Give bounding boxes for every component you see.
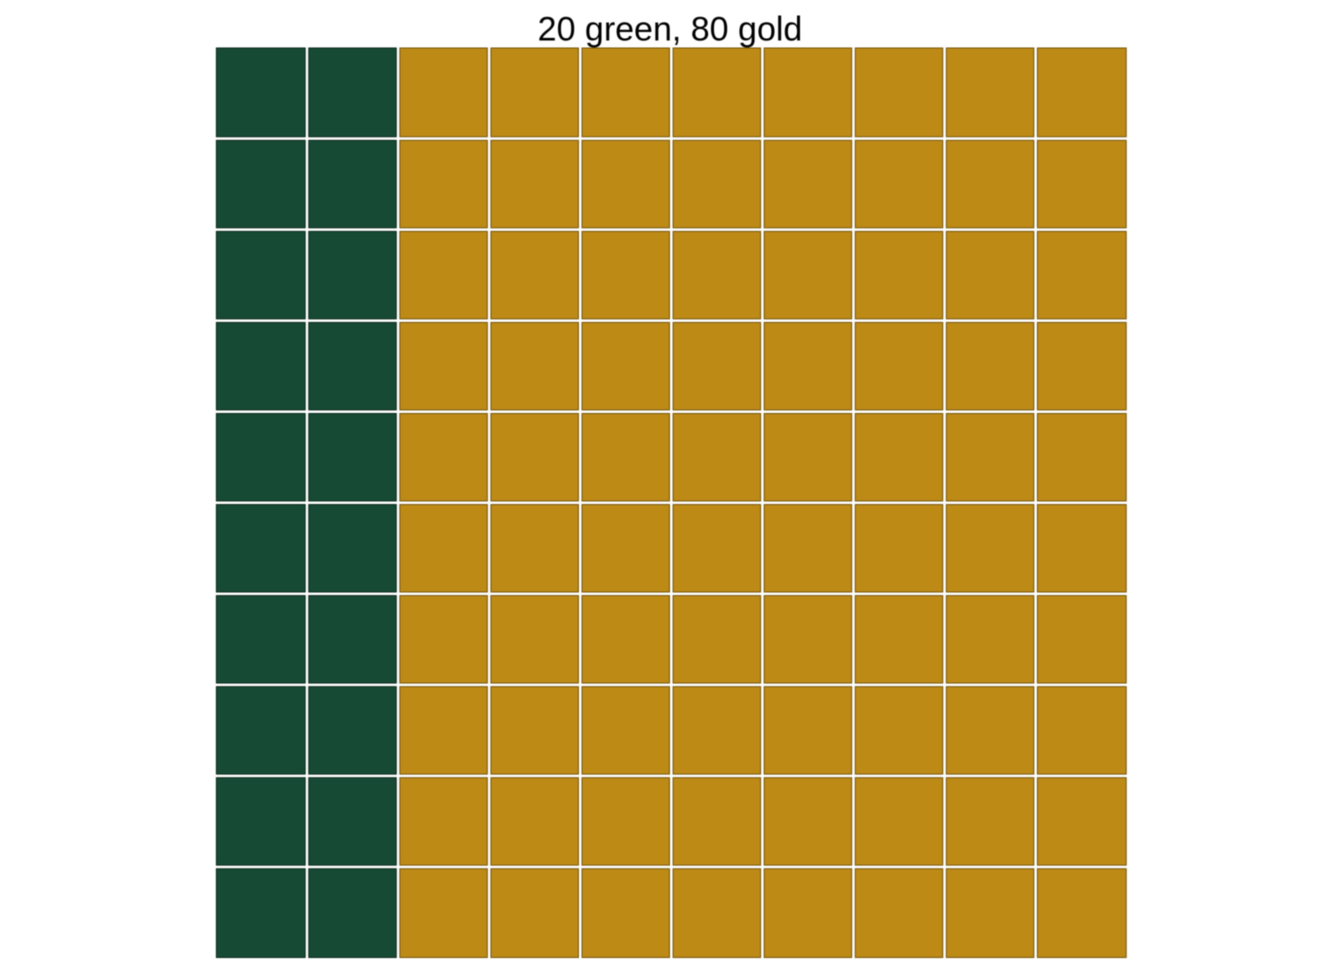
svg-text:20 green, 80 gold: 20 green, 80 gold [538, 11, 803, 49]
